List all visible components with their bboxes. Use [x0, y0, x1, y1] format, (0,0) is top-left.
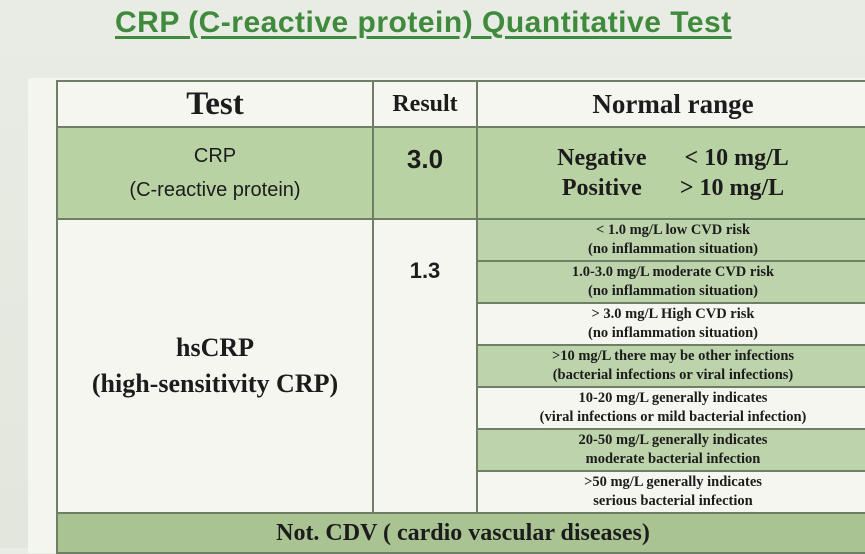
page-title: CRP (C-reactive protein) Quantitative Te… [115, 6, 732, 39]
hscrp-range-item: >10 mg/L there may be other infections (… [476, 344, 865, 388]
range-line2: (no inflammation situation) [588, 325, 758, 341]
hscrp-range-item: 10-20 mg/L generally indicates (viral in… [476, 386, 865, 430]
header-result: Result [372, 80, 478, 128]
range-line1: > 3.0 mg/L High CVD risk [591, 306, 755, 322]
hscrp-range-row: 10-20 mg/L generally indicates (viral in… [57, 386, 865, 430]
crp-negative-value: < 10 mg/L [684, 145, 789, 171]
crp-name-line2: (C-reactive protein) [129, 179, 301, 201]
hscrp-range-item: 20-50 mg/L generally indicates moderate … [476, 428, 865, 472]
range-line2: (viral infections or mild bacterial infe… [539, 409, 807, 425]
hscrp-range-row: hsCRP (high-sensitivity CRP) 1.3 < 1.0 m… [56, 218, 865, 514]
crp-row: CRP (C-reactive protein) 3.0 Negative < … [56, 126, 865, 220]
hscrp-name-line2: (high-sensitivity CRP) [91, 369, 339, 398]
range-line2: (no inflammation situation) [588, 283, 758, 299]
crp-name-line1: CRP [193, 145, 237, 167]
hscrp-range-item: > 3.0 mg/L High CVD risk (no inflammatio… [476, 302, 865, 346]
hscrp-range-row: 1.0-3.0 mg/L moderate CVD risk (no infla… [57, 260, 865, 304]
range-line1: >50 mg/L generally indicates [584, 474, 762, 490]
range-line2: (bacterial infections or viral infection… [552, 367, 794, 383]
crp-normal-range: Negative < 10 mg/L Positive > 10 mg/L [476, 126, 865, 220]
range-line1: < 1.0 mg/L low CVD risk [595, 222, 751, 238]
header-test: Test [56, 80, 374, 128]
hscrp-range-row: >50 mg/L generally indicates serious bac… [57, 470, 865, 514]
hscrp-range-row: 20-50 mg/L generally indicates moderate … [57, 428, 865, 472]
range-line1: 10-20 mg/L generally indicates [578, 390, 768, 406]
hscrp-range-item: >50 mg/L generally indicates serious bac… [476, 470, 865, 514]
hscrp-range-item: 1.0-3.0 mg/L moderate CVD risk (no infla… [476, 260, 865, 304]
hscrp-range-row: >10 mg/L there may be other infections (… [57, 344, 865, 388]
range-line2: moderate bacterial infection [585, 451, 761, 467]
crp-positive-value: > 10 mg/L [679, 175, 785, 201]
range-line2: serious bacterial infection [593, 493, 753, 509]
footer-row: Not. CDV ( cardio vascular diseases) [56, 512, 865, 554]
header-row: Test Result Normal range [56, 80, 865, 128]
range-line1: 20-50 mg/L generally indicates [578, 432, 768, 448]
range-line1: >10 mg/L there may be other infections [551, 348, 795, 364]
crp-results-table: Test Result Normal range CRP (C-reactive… [56, 80, 865, 554]
hscrp-result-value: 1.3 [372, 218, 478, 514]
crp-negative-label: Negative [557, 145, 647, 171]
range-line1: 1.0-3.0 mg/L moderate CVD risk [571, 264, 775, 280]
crp-positive-label: Positive [561, 175, 642, 201]
crp-test-name: CRP (C-reactive protein) [56, 126, 374, 220]
hscrp-range-item: < 1.0 mg/L low CVD risk (no inflammation… [476, 218, 865, 262]
hscrp-name-line1: hsCRP [175, 333, 254, 362]
crp-result-value: 3.0 [372, 126, 478, 220]
hscrp-test-name: hsCRP (high-sensitivity CRP) [56, 218, 374, 514]
header-normal-range: Normal range [476, 80, 865, 128]
range-line2: (no inflammation situation) [588, 241, 758, 257]
footer-note: Not. CDV ( cardio vascular diseases) [56, 512, 865, 554]
hscrp-range-row: > 3.0 mg/L High CVD risk (no inflammatio… [57, 302, 865, 346]
